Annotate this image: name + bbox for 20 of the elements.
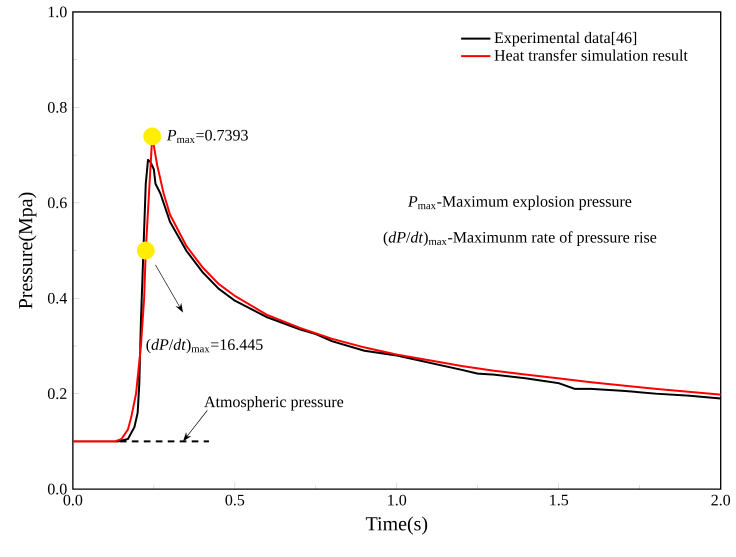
legend-label: Experimental data[46] bbox=[494, 32, 636, 46]
x-axis-title: Time(s) bbox=[366, 516, 428, 535]
x-tick-label: 1.5 bbox=[550, 494, 568, 506]
y-tick-label: 1.0 bbox=[48, 6, 67, 18]
x-tick-label: 1.0 bbox=[388, 494, 406, 506]
annotation: (dP/dt)$_{max}$=16.445 bbox=[146, 338, 263, 354]
annotation: (dP/dt)$_{max}$-Maximunm rate of pressure rise bbox=[384, 231, 656, 246]
x-tick-label: 2.0 bbox=[711, 494, 730, 506]
annotation: P$_{max}$-Maximum explosion pressure bbox=[408, 196, 632, 210]
y-axis-title: Pressure(Mpa) bbox=[18, 192, 36, 309]
x-tick-label: 0.0 bbox=[64, 494, 82, 506]
y-tick-label: 0.6 bbox=[48, 197, 67, 208]
annotation: P$_{max}$=0.7393 bbox=[166, 130, 248, 143]
y-tick-label: 0.2 bbox=[48, 388, 66, 400]
y-tick-label: 0.4 bbox=[48, 292, 68, 304]
legend-label: Heat transfer simulation result bbox=[494, 49, 688, 61]
y-tick-label: 0.8 bbox=[48, 102, 67, 113]
annotation: Atmospheric pressure bbox=[204, 396, 344, 410]
y-tick-label: 0.0 bbox=[48, 484, 67, 495]
x-tick-label: 0.5 bbox=[225, 494, 244, 506]
